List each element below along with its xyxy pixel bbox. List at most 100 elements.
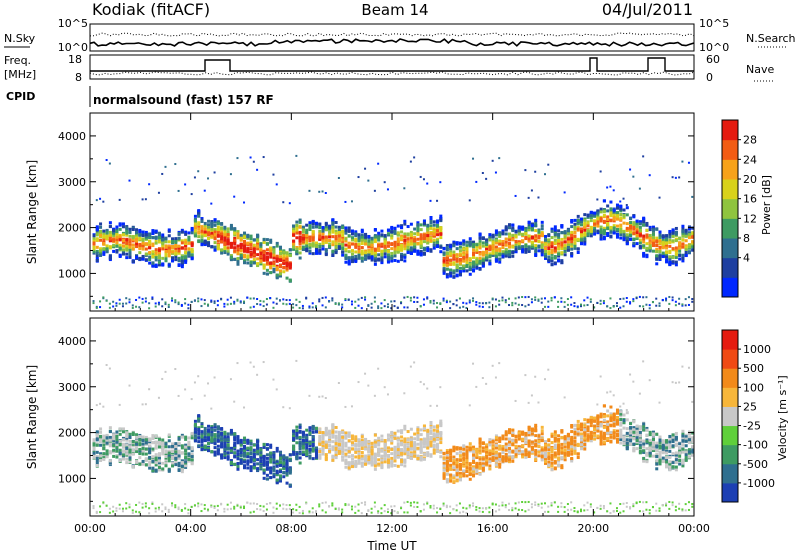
power-cell bbox=[370, 240, 374, 244]
velocity-cell bbox=[174, 460, 178, 464]
velocity-cell bbox=[180, 433, 184, 437]
power-cell bbox=[465, 306, 468, 309]
power-cell bbox=[612, 213, 616, 217]
velocity-cell bbox=[131, 444, 135, 448]
velocity-cell bbox=[184, 452, 188, 456]
power-cell bbox=[256, 235, 260, 239]
power-cell bbox=[566, 244, 570, 248]
power-cell bbox=[357, 304, 360, 307]
power-cell bbox=[331, 230, 335, 234]
power-cell bbox=[350, 300, 353, 303]
power-cell bbox=[403, 235, 407, 239]
power-cell bbox=[246, 296, 249, 299]
velocity-cell bbox=[144, 452, 148, 456]
power-cell bbox=[550, 252, 554, 256]
power-cell bbox=[589, 229, 593, 233]
velocity-cell bbox=[226, 503, 229, 506]
power-cell bbox=[478, 260, 482, 264]
power-cell bbox=[180, 241, 184, 245]
velocity-cell bbox=[135, 433, 139, 437]
power-cell bbox=[609, 211, 613, 215]
velocity-cell bbox=[148, 512, 151, 515]
velocity-cell bbox=[180, 464, 184, 468]
power-cell bbox=[95, 232, 99, 236]
power-cell bbox=[200, 231, 204, 235]
velocity-cell bbox=[95, 511, 98, 514]
power-cell bbox=[494, 238, 498, 242]
power-cell bbox=[265, 258, 269, 262]
velocity-cell bbox=[99, 436, 103, 440]
power-cell bbox=[645, 303, 648, 306]
power-cell bbox=[687, 233, 691, 237]
power-cell bbox=[118, 298, 121, 301]
velocity-cell bbox=[203, 446, 207, 450]
power-cell bbox=[252, 238, 256, 242]
power-cell bbox=[213, 241, 217, 245]
power-cell bbox=[671, 176, 674, 179]
power-cell bbox=[157, 191, 160, 194]
power-cell bbox=[501, 254, 505, 258]
power-cell bbox=[233, 240, 237, 244]
power-cell bbox=[691, 300, 694, 303]
power-cell bbox=[249, 156, 252, 159]
power-cell bbox=[452, 271, 456, 275]
velocity-cell bbox=[174, 445, 178, 449]
power-cell bbox=[233, 302, 236, 305]
power-cell bbox=[426, 236, 430, 240]
power-cell bbox=[625, 226, 629, 230]
power-cell bbox=[344, 298, 347, 301]
power-cell bbox=[422, 219, 426, 223]
velocity-cell bbox=[239, 505, 242, 508]
power-cell bbox=[262, 305, 265, 308]
power-cell bbox=[622, 208, 626, 212]
power-cell bbox=[557, 244, 561, 248]
velocity-cell bbox=[229, 460, 233, 464]
velocity-cell bbox=[184, 503, 187, 506]
power-cell bbox=[112, 305, 115, 308]
power-cell bbox=[681, 259, 685, 263]
power-cell bbox=[606, 226, 610, 230]
velocity-cell bbox=[128, 384, 131, 387]
power-cell bbox=[115, 250, 119, 254]
power-cell bbox=[651, 228, 655, 232]
power-cell bbox=[164, 301, 167, 304]
power-cell bbox=[279, 251, 283, 255]
velocity-cell bbox=[154, 445, 158, 449]
velocity-cell bbox=[193, 381, 196, 384]
velocity-cell bbox=[174, 506, 177, 509]
power-cell bbox=[105, 247, 109, 251]
power-cell bbox=[292, 230, 296, 234]
power-cell bbox=[243, 201, 246, 204]
power-cell bbox=[485, 248, 489, 252]
power-cell bbox=[193, 231, 197, 235]
power-cell bbox=[311, 244, 315, 248]
power-cell bbox=[95, 227, 99, 231]
power-cell bbox=[458, 245, 462, 249]
power-cell bbox=[265, 303, 268, 306]
power-cell bbox=[681, 229, 685, 233]
power-cell bbox=[331, 253, 335, 257]
velocity-cell bbox=[197, 419, 201, 423]
power-cell bbox=[121, 302, 124, 305]
velocity-cell bbox=[167, 508, 170, 511]
power-cell bbox=[112, 239, 116, 243]
power-cell bbox=[246, 247, 250, 251]
power-cell bbox=[357, 256, 361, 260]
power-cell bbox=[193, 299, 196, 302]
power-cell bbox=[560, 297, 563, 300]
velocity-cell bbox=[95, 437, 99, 441]
power-cell bbox=[602, 226, 606, 230]
power-cell bbox=[681, 227, 685, 231]
power-cell bbox=[229, 296, 232, 299]
power-cell bbox=[347, 234, 351, 238]
power-cell bbox=[416, 249, 420, 253]
velocity-cell bbox=[138, 442, 142, 446]
nsky-trace bbox=[89, 38, 695, 47]
velocity-cell bbox=[102, 434, 106, 438]
velocity-cell bbox=[99, 430, 103, 434]
power-cell bbox=[455, 253, 459, 257]
power-cell bbox=[128, 240, 132, 244]
power-cell bbox=[328, 242, 332, 246]
power-cell bbox=[619, 228, 623, 232]
velocity-cell bbox=[249, 511, 252, 514]
